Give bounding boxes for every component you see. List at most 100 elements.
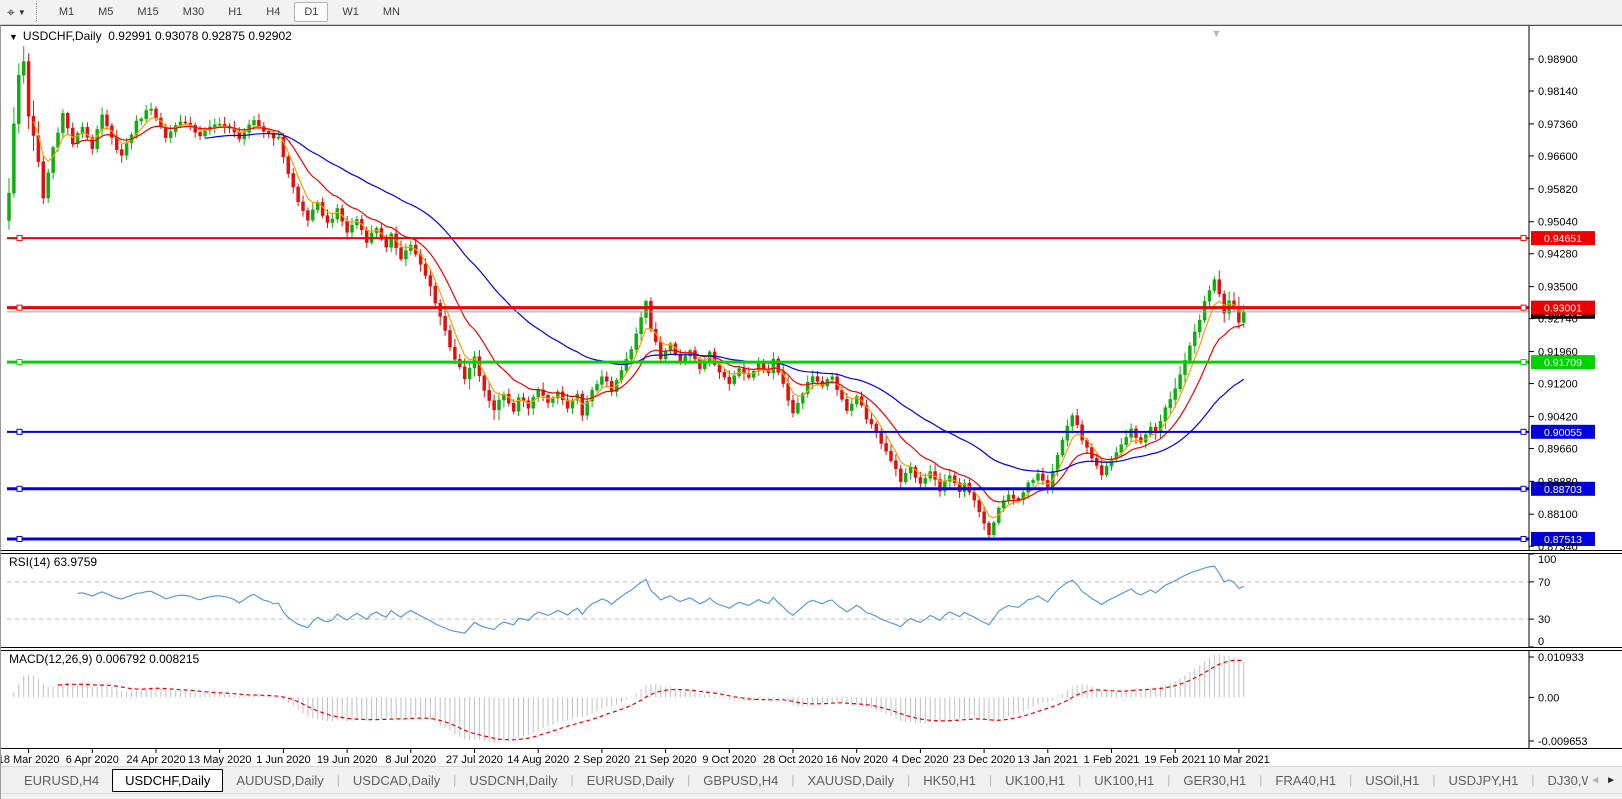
tab-uk100-h1[interactable]: UK100,H1	[1005, 772, 1066, 788]
timeframe-h1[interactable]: H1	[228, 6, 243, 18]
svg-text:21 Sep 2020: 21 Sep 2020	[634, 754, 696, 766]
svg-text:0.88703: 0.88703	[1544, 484, 1582, 496]
svg-text:9 Oct 2020: 9 Oct 2020	[702, 754, 756, 766]
tab-scroll-right-icon[interactable]: ►	[1606, 775, 1616, 786]
svg-text:0.92740: 0.92740	[1538, 314, 1578, 326]
macd-panel: 0.010933 0.00 -0.009653 MACD(12,26,9) 0.00…	[1, 651, 1622, 748]
tab-uk100-h1[interactable]: UK100,H1	[1094, 772, 1155, 788]
svg-text:8 Jul 2020: 8 Jul 2020	[385, 754, 436, 766]
tab-gbpusd-h4[interactable]: GBPUSD,H4	[703, 772, 779, 788]
crosshair-tool-icon[interactable]: ⌖	[7, 4, 15, 20]
svg-text:0.96600: 0.96600	[1538, 151, 1578, 163]
timeframe-m1[interactable]: M1	[58, 6, 75, 18]
top-toolbar: ⌖ ▼ M1 M5 M15 M30 H1 H4 D1 W1 MN	[0, 0, 1622, 25]
svg-text:0.94651: 0.94651	[1544, 233, 1582, 245]
svg-text:0.95820: 0.95820	[1538, 184, 1578, 196]
chevron-down-icon[interactable]: ▼	[17, 7, 26, 17]
svg-text:0.00: 0.00	[1538, 692, 1559, 704]
macd-indicator-chart[interactable]: 0.010933 0.00 -0.009653	[1, 651, 1622, 748]
svg-text:1 Jun 2020: 1 Jun 2020	[256, 754, 310, 766]
tab-separator: |	[453, 773, 457, 787]
tab-separator: |	[1531, 773, 1535, 787]
tab-eurusd-daily[interactable]: EURUSD,Daily	[586, 772, 675, 788]
svg-text:0.87513: 0.87513	[1544, 534, 1582, 546]
rsi-panel: 100 70 30 0 RSI(14) 63.9759	[1, 554, 1622, 647]
tab-separator: |	[570, 773, 574, 787]
timeframe-d1[interactable]: D1	[294, 2, 329, 22]
svg-text:10 Mar 2021: 10 Mar 2021	[1208, 754, 1270, 766]
svg-text:0.010933: 0.010933	[1538, 652, 1584, 664]
chart-tabs: EURUSD,H4 USDCHF,Daily AUDUSD,Daily | USDCAD…	[11, 768, 1622, 792]
svg-text:0.98140: 0.98140	[1538, 86, 1578, 98]
rsi-indicator-chart[interactable]: 100 70 30 0	[1, 554, 1622, 647]
svg-text:0.97360: 0.97360	[1538, 119, 1578, 131]
timeframe-w1[interactable]: W1	[342, 6, 359, 18]
svg-text:14 Aug 2020: 14 Aug 2020	[507, 754, 569, 766]
timeframe-mn[interactable]: MN	[382, 6, 400, 18]
tab-usdcnh-daily[interactable]: USDCNH,Daily	[469, 772, 558, 788]
svg-text:27 Jul 2020: 27 Jul 2020	[446, 754, 503, 766]
svg-text:0.89660: 0.89660	[1538, 443, 1578, 455]
svg-text:6 Apr 2020: 6 Apr 2020	[66, 754, 119, 766]
svg-text:0.91960: 0.91960	[1538, 347, 1578, 359]
main-candlestick-chart[interactable]: 0.929020.946510.930010.917090.900550.887…	[1, 26, 1622, 550]
tab-separator: |	[1259, 773, 1263, 787]
tab-ger30-h1[interactable]: GER30,H1	[1183, 772, 1247, 788]
timeframe-h4[interactable]: H4	[266, 6, 281, 18]
svg-text:0.98900: 0.98900	[1538, 54, 1578, 66]
svg-text:70: 70	[1538, 577, 1550, 589]
svg-text:16 Nov 2020: 16 Nov 2020	[826, 754, 888, 766]
panel-splitter[interactable]	[1, 550, 1622, 554]
svg-text:30: 30	[1538, 614, 1550, 626]
tab-separator: |	[336, 773, 340, 787]
svg-text:0.87340: 0.87340	[1538, 541, 1578, 550]
timeframe-m15[interactable]: M15	[137, 6, 159, 18]
svg-text:0: 0	[1538, 636, 1544, 647]
svg-text:0.91709: 0.91709	[1544, 357, 1582, 369]
toolbar-drag-grip[interactable]	[35, 3, 37, 21]
svg-text:1 Feb 2021: 1 Feb 2021	[1084, 754, 1140, 766]
svg-text:28 Oct 2020: 28 Oct 2020	[763, 754, 823, 766]
tab-separator: |	[1432, 773, 1436, 787]
tab-scroll-left-icon[interactable]: ◄	[1590, 775, 1601, 786]
tab-separator: |	[989, 773, 993, 787]
svg-text:0.93001: 0.93001	[1544, 303, 1582, 315]
tab-separator: |	[1349, 773, 1353, 787]
tab-separator: |	[907, 773, 911, 787]
svg-text:13 May 2020: 13 May 2020	[188, 754, 252, 766]
timeframe-m5[interactable]: M5	[98, 6, 114, 18]
svg-text:0.93500: 0.93500	[1538, 282, 1578, 294]
svg-text:4 Dec 2020: 4 Dec 2020	[892, 754, 948, 766]
tab-separator: |	[687, 773, 691, 787]
tab-usdjpy-h1[interactable]: USDJPY,H1	[1448, 772, 1519, 788]
tab-scroll-buttons: ◄ ►	[1588, 767, 1622, 793]
timeframe-button-group: M1 M5 M15 M30 H1 H4 D1 W1 MN	[47, 2, 412, 22]
svg-text:0.88880: 0.88880	[1538, 476, 1578, 488]
svg-text:0.91200: 0.91200	[1538, 379, 1578, 391]
svg-text:0.88100: 0.88100	[1538, 509, 1578, 521]
tab-audusd-daily[interactable]: AUDUSD,Daily	[236, 772, 324, 788]
timeframe-m30[interactable]: M30	[182, 6, 205, 18]
svg-text:24 Apr 2020: 24 Apr 2020	[126, 754, 185, 766]
tab-usdcad-daily[interactable]: USDCAD,Daily	[352, 772, 441, 788]
svg-text:-0.009653: -0.009653	[1538, 736, 1588, 748]
tab-eurusd-h4[interactable]: EURUSD,H4	[24, 772, 100, 788]
svg-text:100: 100	[1538, 554, 1556, 566]
svg-text:0.95040: 0.95040	[1538, 217, 1578, 229]
chart-window: 0.929020.946510.930010.917090.900550.887…	[0, 25, 1622, 799]
svg-text:0.90420: 0.90420	[1538, 411, 1578, 423]
tab-usoil-h1[interactable]: USOil,H1	[1365, 772, 1420, 788]
svg-text:19 Feb 2021: 19 Feb 2021	[1144, 754, 1206, 766]
panel-splitter[interactable]	[1, 647, 1622, 651]
tab-fra40-h1[interactable]: FRA40,H1	[1275, 772, 1337, 788]
tab-hk50-h1[interactable]: HK50,H1	[923, 772, 977, 788]
date-axis[interactable]: 18 Mar 2020 6 Apr 2020 24 Apr 2020 13 May 2…	[0, 748, 1622, 766]
tab-usdchf-daily[interactable]: USDCHF,Daily	[112, 768, 224, 792]
chart-tabs-bar: EURUSD,H4 USDCHF,Daily AUDUSD,Daily | USDCAD…	[1, 766, 1622, 793]
svg-text:13 Jan 2021: 13 Jan 2021	[1018, 754, 1079, 766]
tab-separator: |	[1167, 773, 1171, 787]
svg-text:0.94280: 0.94280	[1538, 249, 1578, 261]
tab-xauusd-daily[interactable]: XAUUSD,Daily	[807, 772, 895, 788]
price-chart-panel: 0.929020.946510.930010.917090.900550.887…	[1, 26, 1622, 550]
svg-text:2 Sep 2020: 2 Sep 2020	[574, 754, 630, 766]
